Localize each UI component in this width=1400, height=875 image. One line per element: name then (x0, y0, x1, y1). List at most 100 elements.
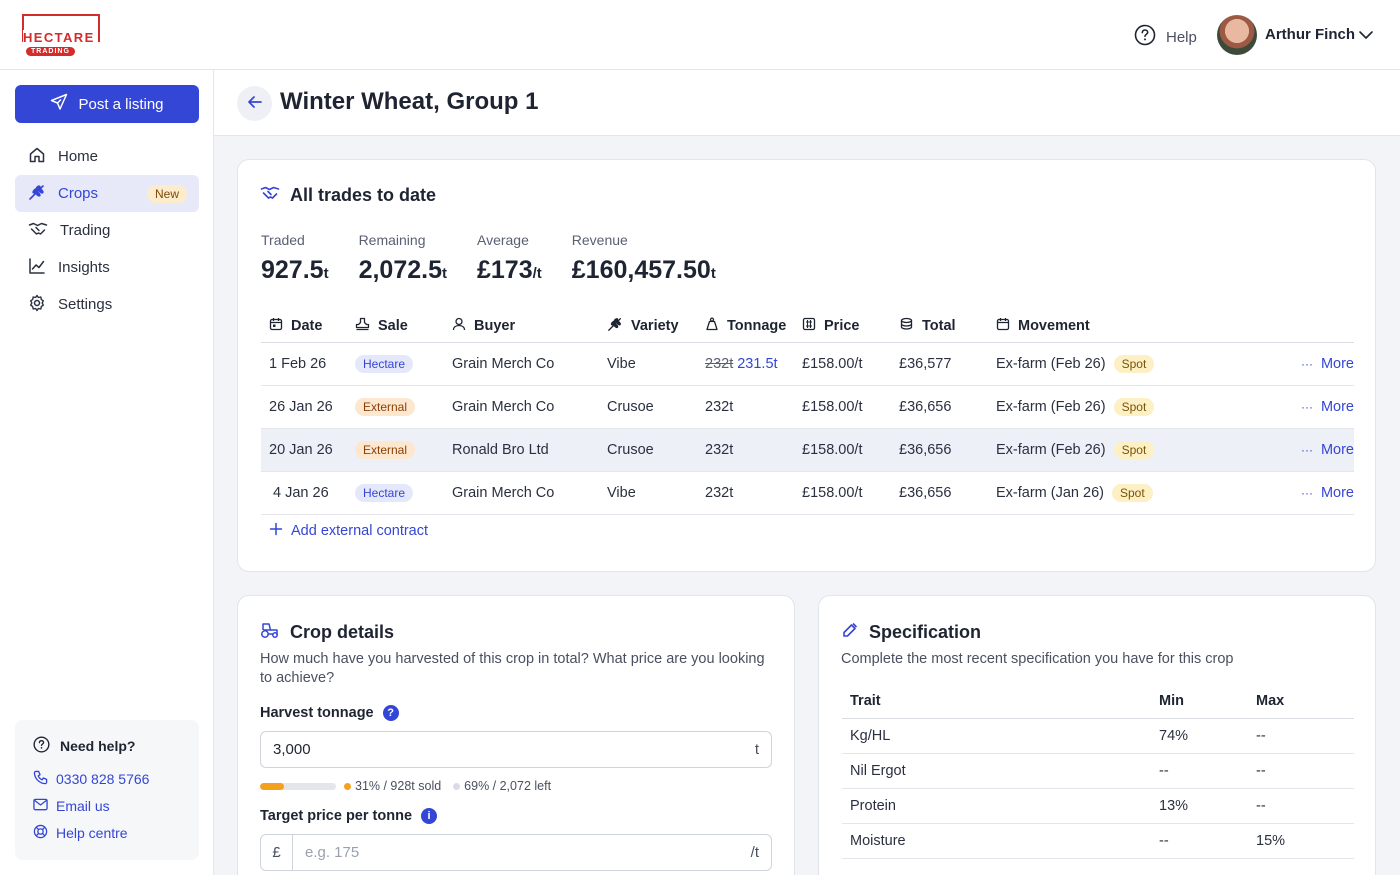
handshake-icon (28, 220, 48, 242)
sidebar-item-home[interactable]: Home (15, 138, 199, 175)
trades-title: All trades to date (290, 185, 437, 205)
new-tonnage: 231.5t (737, 356, 778, 372)
stat-remaining: Remaining 2,072.5t (358, 232, 447, 284)
help-label: Help (1166, 28, 1197, 46)
arrow-left-icon (246, 93, 264, 114)
gear-icon (28, 294, 46, 316)
harvest-tonnage-input[interactable]: 3,000 t (260, 731, 772, 768)
spot-badge: Spot (1113, 441, 1155, 459)
info-icon[interactable]: i (421, 808, 438, 824)
stat-traded: Traded 927.5t (261, 232, 329, 284)
table-header: Trait Min Max (842, 684, 1354, 719)
specification-card: Specification Complete the most recent s… (818, 595, 1376, 875)
handshake-icon (260, 184, 280, 207)
sold-progress-bar (260, 782, 336, 790)
pipette-icon (841, 621, 859, 644)
tractor-icon (260, 621, 280, 644)
stat-revenue: Revenue £160,457.50t (571, 232, 716, 284)
crop-details-description: How much have you harvested of this crop… (260, 651, 765, 686)
crop-details-card: Crop details How much have you harvested… (237, 595, 795, 875)
ellipsis-icon: ··· (1300, 486, 1313, 500)
sidebar-item-insights[interactable]: Insights (15, 249, 199, 286)
send-icon (50, 93, 68, 115)
table-header: Date Sale Buyer Variety Tonnage Price To… (261, 310, 1354, 343)
wheat-icon (28, 183, 46, 205)
table-row[interactable]: 4 Jan 26 Hectare Grain Merch Co Vibe 232… (261, 472, 1354, 515)
page-title: Winter Wheat, Group 1 (280, 88, 539, 115)
trades-table: Date Sale Buyer Variety Tonnage Price To… (261, 310, 1354, 515)
chevron-down-icon[interactable] (1358, 27, 1374, 46)
lifebuoy-icon (33, 824, 48, 842)
sold-progress: 31% / 928t sold 69% / 2,072 left (260, 779, 551, 793)
avatar[interactable] (1217, 15, 1257, 55)
harvest-tonnage-label: Harvest tonnage (260, 705, 374, 721)
home-icon (28, 146, 46, 168)
weight-icon (705, 317, 719, 335)
sidebar-item-trading[interactable]: Trading (15, 212, 199, 249)
sidebar-item-label: Crops (58, 185, 99, 202)
price-tag-icon (802, 317, 816, 335)
spot-badge: Spot (1111, 484, 1153, 502)
more-button[interactable]: ··· More (1300, 356, 1354, 372)
calendar-icon (996, 317, 1010, 335)
table-row[interactable]: Protein 13% -- (842, 789, 1354, 824)
more-button[interactable]: ··· More (1300, 485, 1354, 501)
spot-badge: Spot (1113, 398, 1155, 416)
table-row[interactable]: Moisture -- 15% (842, 824, 1354, 859)
sidebar-item-settings[interactable]: Settings (15, 286, 199, 323)
add-external-contract-link[interactable]: Add external contract (269, 522, 428, 540)
sidebar-item-crops[interactable]: Crops New (15, 175, 199, 212)
email-link[interactable]: Email us (33, 798, 181, 814)
help-circle-icon (1134, 24, 1156, 50)
sold-text: 31% / 928t sold (355, 779, 442, 793)
target-price-input[interactable]: £ e.g. 175 /t (260, 834, 772, 871)
table-row[interactable]: Nil Ergot -- -- (842, 754, 1354, 789)
trade-stats: Traded 927.5t Remaining 2,072.5t Average… (261, 232, 746, 285)
help-link[interactable]: Help (1134, 24, 1197, 50)
table-row[interactable]: Kg/HL 74% -- (842, 719, 1354, 754)
coins-icon (899, 317, 914, 335)
more-button[interactable]: ··· More (1300, 442, 1354, 458)
sale-badge: External (355, 398, 416, 416)
help-box: Need help? 0330 828 5766 Email us Help c… (15, 720, 199, 860)
table-row[interactable]: 1 Feb 26 Hectare Grain Merch Co Vibe 232… (261, 343, 1354, 386)
hectare-logo[interactable]: HECTARE TRADING (22, 14, 102, 56)
back-button[interactable] (237, 86, 272, 121)
ellipsis-icon: ··· (1300, 443, 1313, 457)
phone-icon (33, 770, 48, 788)
old-tonnage: 232t (705, 356, 734, 372)
calendar-icon (269, 317, 283, 335)
stamp-icon (355, 317, 370, 335)
phone-link[interactable]: 0330 828 5766 (33, 770, 181, 788)
sidebar-item-label: Trading (60, 222, 111, 239)
post-listing-button[interactable]: Post a listing (15, 85, 199, 123)
page-header: Winter Wheat, Group 1 (214, 70, 1400, 136)
trades-card: All trades to date Traded 927.5t Remaini… (237, 159, 1376, 572)
user-name[interactable]: Arthur Finch (1265, 26, 1355, 43)
help-box-title: Need help? (60, 738, 136, 754)
sidebar-item-label: Home (58, 148, 99, 165)
left-text: 69% / 2,072 left (464, 779, 552, 793)
table-row[interactable]: 26 Jan 26 External Grain Merch Co Crusoe… (261, 386, 1354, 429)
specification-description: Complete the most recent specification y… (841, 651, 1234, 667)
more-button[interactable]: ··· More (1300, 399, 1354, 415)
sidebar-item-label: Settings (58, 296, 113, 313)
specification-table: Trait Min Max Kg/HL 74% -- Nil Ergot -- … (842, 684, 1354, 859)
help-tooltip-icon[interactable]: ? (382, 705, 399, 721)
help-centre-link[interactable]: Help centre (33, 824, 181, 842)
sidebar-item-label: Insights (58, 259, 110, 276)
user-icon (452, 317, 466, 335)
new-badge: New (146, 184, 187, 203)
sidebar-nav: Home Crops New Trading Insights Settings (15, 138, 199, 323)
sale-badge: Hectare (355, 484, 414, 502)
mail-icon (33, 798, 48, 814)
plus-icon (269, 522, 283, 540)
chart-icon (28, 257, 46, 279)
table-row[interactable]: 20 Jan 26 External Ronald Bro Ltd Crusoe… (261, 429, 1354, 472)
ellipsis-icon: ··· (1300, 400, 1313, 414)
sidebar: Post a listing Home Crops New Trading In… (0, 70, 214, 875)
target-price-label: Target price per tonne (260, 808, 413, 824)
spot-badge: Spot (1113, 355, 1155, 373)
stat-average: Average £173/t (476, 232, 542, 284)
top-bar: HECTARE TRADING Help Arthur Finch (0, 0, 1400, 70)
